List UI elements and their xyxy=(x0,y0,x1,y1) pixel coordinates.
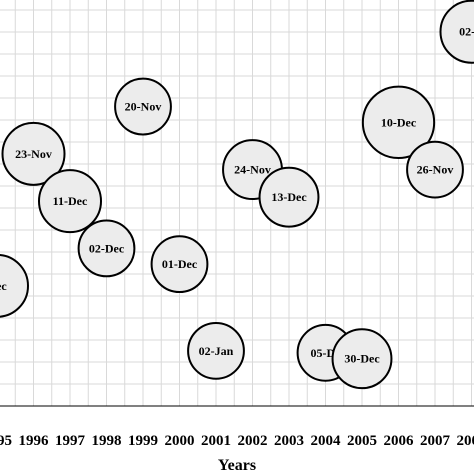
bubble-circle xyxy=(331,328,393,390)
bubble-label: 24-Nov xyxy=(234,163,271,177)
bubble-label: 02-N xyxy=(459,25,474,39)
bubble-label: 10-Dec xyxy=(381,115,417,129)
bubble-circle xyxy=(406,140,464,199)
bubble-point: 13-Dec xyxy=(258,166,320,228)
bubble-point: 02-N xyxy=(439,0,474,64)
x-tick-label: 2004 xyxy=(311,433,342,449)
x-tick-label: 1998 xyxy=(92,433,122,449)
bubble-label: 02-Dec xyxy=(89,241,125,255)
x-tick-label: 2007 xyxy=(420,433,451,449)
bubble-label: 11-Dec xyxy=(53,194,88,208)
x-tick-label: 2003 xyxy=(274,433,304,449)
x-tick-label: 2005 xyxy=(347,433,377,449)
bubble-point: 30-Dec xyxy=(331,328,393,390)
bubble-point: 11-Dec xyxy=(38,169,102,234)
bubble-label: 23-Nov xyxy=(15,147,52,161)
x-tick-label: 2006 xyxy=(384,433,415,449)
bubble-point: 01-Dec xyxy=(150,235,209,294)
bubble-circle xyxy=(77,219,136,278)
bubbles: Dec 23-Nov 11-Dec 02-Dec 20-Nov 01-Dec 02-Jan 2… xyxy=(0,0,474,390)
bubble-circle xyxy=(439,0,474,64)
x-tick-label: 2002 xyxy=(238,433,268,449)
bubble-label: 26-Nov xyxy=(417,163,454,177)
x-tick-label: 1996 xyxy=(19,433,50,449)
bubble-circle xyxy=(0,253,29,318)
bubble-point: 02-Dec xyxy=(77,219,136,278)
bubble-point: 23-Nov xyxy=(1,121,66,186)
bubble-circle xyxy=(150,235,209,294)
bubble-point: 26-Nov xyxy=(406,140,464,199)
bubble-circle xyxy=(187,321,245,380)
bubble-point: 02-Jan xyxy=(187,321,245,380)
bubble-circle xyxy=(114,77,172,136)
bubble-label: 13-Dec xyxy=(271,190,307,204)
x-tick-label: 2000 xyxy=(165,433,195,449)
x-tick-label: 1995 xyxy=(0,433,12,449)
x-tick-label: 2008 xyxy=(457,433,474,449)
x-tick-label: 2001 xyxy=(201,433,231,449)
bubble-point: 10-Dec xyxy=(361,85,436,159)
bubble-label: 01-Dec xyxy=(162,257,198,271)
x-tick-labels: 1995 1996 1997 1998 1999 2000 2001 2002 2003 2004… xyxy=(0,433,474,449)
bubble-label: 30-Dec xyxy=(344,352,380,366)
bubble-label: 02-Jan xyxy=(199,344,234,358)
bubble-point: Dec xyxy=(0,253,29,318)
bubble-label: 20-Nov xyxy=(125,100,162,114)
x-tick-label: 1999 xyxy=(128,433,158,449)
x-tick-label: 1997 xyxy=(55,433,86,449)
bubble-circle xyxy=(38,169,102,234)
bubble-point: 20-Nov xyxy=(114,77,172,136)
bubble-circle xyxy=(361,85,436,159)
bubble-circle xyxy=(1,121,66,186)
bubble-circle xyxy=(258,166,320,228)
x-axis-title: Years xyxy=(218,457,256,474)
bubble-label: Dec xyxy=(0,279,7,293)
